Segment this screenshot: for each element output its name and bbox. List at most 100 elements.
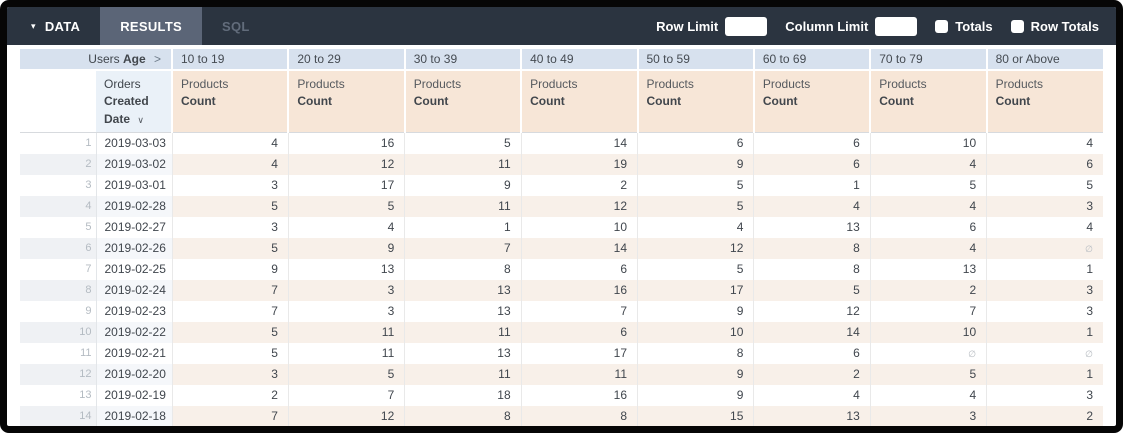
cell-value[interactable]: ∅ bbox=[986, 237, 1103, 259]
cell-date[interactable]: 2019-02-26 bbox=[96, 237, 172, 259]
measure-header[interactable]: Products Count bbox=[520, 70, 638, 134]
cell-value[interactable]: 5 bbox=[636, 174, 754, 196]
cell-date[interactable]: 2019-02-25 bbox=[104, 262, 166, 277]
cell-value[interactable]: 14 bbox=[520, 132, 638, 154]
cell-value[interactable]: 7 bbox=[869, 300, 987, 322]
cell-value[interactable]: 12 bbox=[520, 195, 638, 217]
pivot-group-header[interactable]: 20 to 29 bbox=[287, 49, 405, 71]
cell-value[interactable]: 16 bbox=[287, 132, 405, 154]
cell-value[interactable]: 6 bbox=[986, 153, 1103, 175]
cell-value[interactable]: 13 bbox=[404, 342, 522, 364]
cell-value[interactable]: 3 bbox=[171, 216, 289, 238]
cell-date[interactable]: 2019-02-28 bbox=[96, 195, 172, 217]
cell-date[interactable]: 2019-03-02 bbox=[96, 153, 172, 175]
cell-value[interactable]: 10 bbox=[869, 132, 987, 154]
row-dimension-header[interactable]: Orders Created Date ∨ bbox=[96, 70, 172, 134]
tab-results[interactable]: RESULTS bbox=[100, 7, 203, 45]
cell-value[interactable]: 16 bbox=[520, 279, 638, 301]
pivot-group-header[interactable]: 30 to 39 bbox=[403, 49, 522, 71]
cell-value[interactable]: 6 bbox=[636, 132, 754, 154]
pivot-group-header[interactable]: 40 to 49 bbox=[520, 49, 638, 71]
cell-value[interactable]: 7 bbox=[171, 405, 289, 426]
cell-value[interactable]: 4 bbox=[986, 216, 1103, 238]
cell-value[interactable]: 7 bbox=[287, 384, 405, 406]
cell-value[interactable]: 11 bbox=[404, 153, 522, 175]
cell-value[interactable]: 12 bbox=[287, 405, 405, 426]
cell-value[interactable]: 13 bbox=[404, 279, 522, 301]
cell-date[interactable]: 2019-02-18 bbox=[96, 405, 172, 426]
cell-value[interactable]: 5 bbox=[171, 237, 289, 259]
cell-value[interactable]: 1 bbox=[753, 174, 871, 196]
cell-value[interactable]: 1 bbox=[404, 216, 522, 238]
measure-header[interactable]: Products Count bbox=[869, 70, 987, 134]
cell-value[interactable]: 1 bbox=[986, 258, 1103, 280]
cell-value[interactable]: 5 bbox=[753, 279, 871, 301]
cell-value[interactable]: 5 bbox=[171, 342, 289, 364]
cell-value[interactable]: 6 bbox=[753, 153, 871, 175]
cell-date[interactable]: 2019-02-19 bbox=[104, 388, 166, 403]
cell-value[interactable]: ∅ bbox=[986, 342, 1103, 364]
cell-value[interactable]: 4 bbox=[753, 195, 871, 217]
cell-value[interactable]: 5 bbox=[287, 195, 405, 217]
cell-value[interactable]: 5 bbox=[171, 321, 289, 343]
cell-value[interactable]: 15 bbox=[636, 405, 754, 426]
cell-value[interactable]: 13 bbox=[287, 258, 405, 280]
cell-value[interactable]: 8 bbox=[520, 405, 638, 426]
cell-value[interactable]: ∅ bbox=[869, 342, 987, 364]
cell-value[interactable]: 1 bbox=[986, 321, 1103, 343]
cell-value[interactable]: 4 bbox=[171, 153, 289, 175]
cell-value[interactable]: 9 bbox=[636, 384, 754, 406]
pivot-group-header[interactable]: 10 to 19 bbox=[170, 49, 289, 71]
cell-value[interactable]: 9 bbox=[171, 258, 289, 280]
cell-value[interactable]: 6 bbox=[753, 342, 871, 364]
cell-value[interactable]: 7 bbox=[171, 300, 289, 322]
cell-value[interactable]: 3 bbox=[986, 195, 1103, 217]
cell-date[interactable]: 2019-02-21 bbox=[104, 346, 166, 361]
cell-value[interactable]: 2 bbox=[986, 405, 1103, 426]
cell-value[interactable]: 5 bbox=[869, 174, 987, 196]
cell-value[interactable]: 17 bbox=[520, 342, 638, 364]
cell-value[interactable]: 7 bbox=[171, 279, 289, 301]
sort-desc-icon[interactable]: ∨ bbox=[137, 114, 144, 125]
cell-value[interactable]: 13 bbox=[753, 216, 871, 238]
cell-value[interactable]: 9 bbox=[636, 153, 754, 175]
cell-value[interactable]: 9 bbox=[636, 300, 754, 322]
cell-value[interactable]: 12 bbox=[287, 153, 405, 175]
measure-header[interactable]: Products Count bbox=[403, 70, 522, 134]
cell-value[interactable]: 11 bbox=[287, 342, 405, 364]
cell-value[interactable]: 3 bbox=[171, 363, 289, 385]
measure-header[interactable]: Products Count bbox=[636, 70, 754, 134]
column-limit-input[interactable] bbox=[875, 16, 918, 36]
cell-value[interactable]: 17 bbox=[636, 279, 754, 301]
cell-date[interactable]: 2019-02-22 bbox=[96, 321, 172, 343]
row-limit-input[interactable] bbox=[725, 16, 768, 36]
measure-header[interactable]: Products Count bbox=[752, 70, 871, 134]
cell-value[interactable]: 8 bbox=[753, 258, 871, 280]
cell-value[interactable]: 13 bbox=[404, 300, 522, 322]
cell-value[interactable]: 5 bbox=[636, 258, 754, 280]
pivot-group-header[interactable]: 70 to 79 bbox=[869, 49, 987, 71]
pivot-dimension-header[interactable]: Users Age > bbox=[20, 49, 172, 71]
cell-value[interactable]: 3 bbox=[986, 300, 1103, 322]
cell-value[interactable]: 3 bbox=[171, 174, 289, 196]
cell-date[interactable]: 2019-02-23 bbox=[104, 304, 166, 319]
cell-value[interactable]: 9 bbox=[636, 363, 754, 385]
cell-value[interactable]: 12 bbox=[636, 237, 754, 259]
cell-value[interactable]: 12 bbox=[753, 300, 871, 322]
cell-value[interactable]: 5 bbox=[404, 132, 522, 154]
measure-header[interactable]: Products Count bbox=[985, 70, 1103, 134]
pivot-group-header[interactable]: 50 to 59 bbox=[636, 49, 754, 71]
cell-value[interactable]: 6 bbox=[869, 216, 987, 238]
pivot-expand-icon[interactable]: > bbox=[153, 52, 161, 66]
cell-value[interactable]: 18 bbox=[404, 384, 522, 406]
cell-value[interactable]: 8 bbox=[753, 237, 871, 259]
cell-value[interactable]: 8 bbox=[404, 258, 522, 280]
cell-date[interactable]: 2019-02-27 bbox=[104, 220, 166, 235]
measure-header[interactable]: Products Count bbox=[170, 70, 289, 134]
cell-value[interactable]: 11 bbox=[404, 195, 522, 217]
cell-value[interactable]: 10 bbox=[869, 321, 987, 343]
cell-value[interactable]: 11 bbox=[287, 321, 405, 343]
cell-value[interactable]: 11 bbox=[520, 363, 638, 385]
cell-value[interactable]: 10 bbox=[520, 216, 638, 238]
cell-value[interactable]: 4 bbox=[986, 132, 1103, 154]
